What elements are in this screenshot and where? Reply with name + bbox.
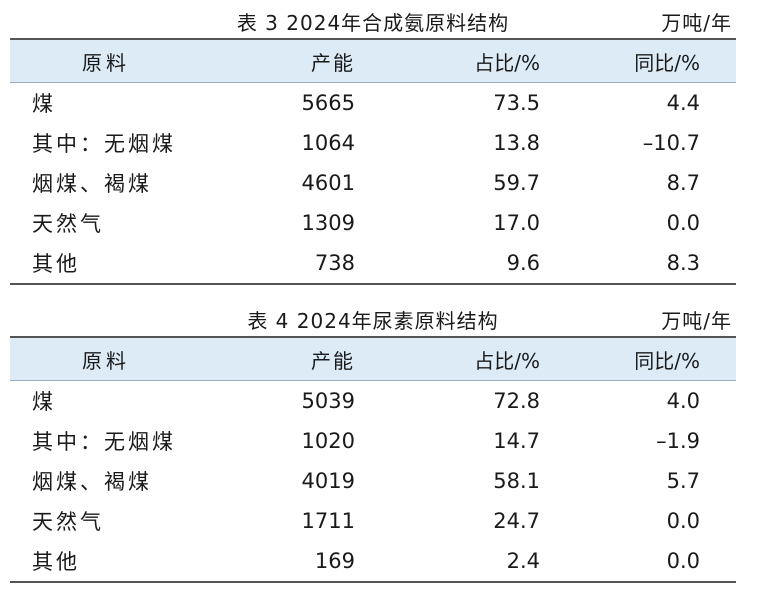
table-row: 煤 5039 72.8 4.0 xyxy=(10,381,736,421)
cell-material: 煤 xyxy=(32,390,56,414)
cell-capacity: 1309 xyxy=(301,211,355,235)
header-capacity: 产能 xyxy=(311,50,355,75)
header-share: 占比/% xyxy=(474,348,540,373)
cell-yoy: 0.0 xyxy=(666,549,700,573)
cell-yoy: 5.7 xyxy=(666,469,700,493)
cell-capacity: 1711 xyxy=(301,509,355,533)
header-material: 原料 xyxy=(82,348,130,373)
cell-yoy: 0.0 xyxy=(666,211,700,235)
table-body: 原料 产能 占比/% 同比/% 煤 5665 73.5 4.4 其中：无烟煤 1… xyxy=(10,38,736,285)
table-row: 其他 169 2.4 0.0 xyxy=(10,541,736,581)
table-unit: 万吨/年 xyxy=(661,11,732,35)
cell-share: 14.7 xyxy=(493,429,540,453)
cell-material: 烟煤、褐煤 xyxy=(32,470,152,494)
table-row: 烟煤、褐煤 4601 59.7 8.7 xyxy=(10,163,736,203)
ammonia-feedstock-table: 表 3 2024年合成氨原料结构 万吨/年 原料 产能 占比/% 同比/% 煤 … xyxy=(10,8,736,285)
cell-material: 其中：无烟煤 xyxy=(32,132,176,156)
table-body: 原料 产能 占比/% 同比/% 煤 5039 72.8 4.0 其中：无烟煤 1… xyxy=(10,336,736,583)
cell-capacity: 5665 xyxy=(301,91,355,115)
table-row: 其他 738 9.6 8.3 xyxy=(10,243,736,283)
table-unit: 万吨/年 xyxy=(661,309,732,333)
cell-yoy: 8.7 xyxy=(666,171,700,195)
table-header-row: 原料 产能 占比/% 同比/% xyxy=(10,338,736,381)
cell-material: 天然气 xyxy=(32,212,104,236)
header-yoy: 同比/% xyxy=(634,348,700,373)
cell-material: 其他 xyxy=(32,550,80,574)
cell-yoy: 8.3 xyxy=(666,251,700,275)
header-share: 占比/% xyxy=(474,50,540,75)
table-row: 天然气 1711 24.7 0.0 xyxy=(10,501,736,541)
cell-yoy: –10.7 xyxy=(642,131,700,155)
cell-share: 58.1 xyxy=(493,469,540,493)
cell-material: 其他 xyxy=(32,252,80,276)
cell-yoy: 4.0 xyxy=(666,389,700,413)
cell-capacity: 4019 xyxy=(301,469,355,493)
header-capacity: 产能 xyxy=(311,348,355,373)
table-row: 天然气 1309 17.0 0.0 xyxy=(10,203,736,243)
table-row: 其中：无烟煤 1064 13.8 –10.7 xyxy=(10,123,736,163)
cell-share: 2.4 xyxy=(506,549,540,573)
cell-capacity: 1064 xyxy=(301,131,355,155)
cell-capacity: 4601 xyxy=(301,171,355,195)
cell-capacity: 169 xyxy=(314,549,355,573)
cell-material: 煤 xyxy=(32,92,56,116)
header-material: 原料 xyxy=(82,50,130,75)
cell-share: 59.7 xyxy=(493,171,540,195)
cell-capacity: 1020 xyxy=(301,429,355,453)
cell-material: 天然气 xyxy=(32,510,104,534)
cell-capacity: 5039 xyxy=(301,389,355,413)
table-title: 表 4 2024年尿素原料结构 xyxy=(247,309,499,333)
table-caption: 表 4 2024年尿素原料结构 万吨/年 xyxy=(10,306,736,336)
table-title: 表 3 2024年合成氨原料结构 xyxy=(236,11,510,35)
cell-yoy: –1.9 xyxy=(656,429,700,453)
cell-capacity: 738 xyxy=(314,251,355,275)
cell-material: 其中：无烟煤 xyxy=(32,430,176,454)
table-row: 其中：无烟煤 1020 14.7 –1.9 xyxy=(10,421,736,461)
table-header-row: 原料 产能 占比/% 同比/% xyxy=(10,40,736,83)
table-caption: 表 3 2024年合成氨原料结构 万吨/年 xyxy=(10,8,736,38)
table-row: 烟煤、褐煤 4019 58.1 5.7 xyxy=(10,461,736,501)
cell-share: 17.0 xyxy=(493,211,540,235)
cell-material: 烟煤、褐煤 xyxy=(32,172,152,196)
table-row: 煤 5665 73.5 4.4 xyxy=(10,83,736,123)
cell-share: 9.6 xyxy=(506,251,540,275)
cell-yoy: 0.0 xyxy=(666,509,700,533)
cell-share: 72.8 xyxy=(493,389,540,413)
cell-share: 24.7 xyxy=(493,509,540,533)
cell-share: 73.5 xyxy=(493,91,540,115)
cell-yoy: 4.4 xyxy=(666,91,700,115)
cell-share: 13.8 xyxy=(493,131,540,155)
header-yoy: 同比/% xyxy=(634,50,700,75)
urea-feedstock-table: 表 4 2024年尿素原料结构 万吨/年 原料 产能 占比/% 同比/% 煤 5… xyxy=(10,306,736,583)
